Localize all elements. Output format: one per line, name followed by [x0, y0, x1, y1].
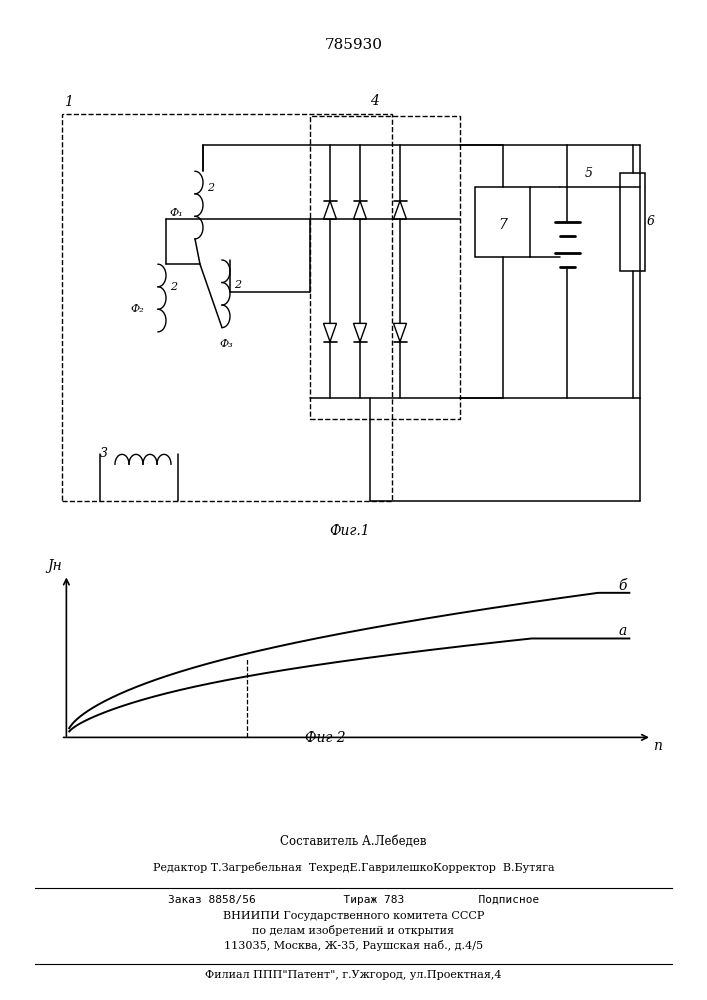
Text: Составитель А.Лебедев: Составитель А.Лебедев — [280, 835, 427, 848]
Text: n: n — [653, 739, 662, 753]
Text: 113035, Москва, Ж-35, Раушская наб., д.4/5: 113035, Москва, Ж-35, Раушская наб., д.4… — [224, 940, 483, 951]
Text: 2: 2 — [234, 280, 241, 290]
Text: Фиг.1: Фиг.1 — [329, 524, 370, 538]
Text: б: б — [618, 579, 626, 593]
Text: a: a — [618, 624, 626, 638]
Polygon shape — [394, 323, 407, 342]
Bar — [310, 116, 460, 419]
Polygon shape — [354, 201, 366, 219]
Text: 2: 2 — [207, 183, 214, 193]
Polygon shape — [394, 201, 407, 219]
Text: 2: 2 — [170, 282, 177, 292]
Bar — [62, 114, 392, 501]
Text: Фиг 2: Фиг 2 — [305, 731, 346, 745]
Polygon shape — [354, 323, 366, 342]
Text: 6: 6 — [647, 215, 655, 228]
Text: по делам изобретений и открытия: по делам изобретений и открытия — [252, 925, 455, 936]
Text: Филиал ППП"Патент", г.Ужгород, ул.Проектная,4: Филиал ППП"Патент", г.Ужгород, ул.Проект… — [205, 970, 502, 980]
Text: Редактор Т.Загребельная  ТехредЕ.ГаврилешкоКорректор  В.Бутяга: Редактор Т.Загребельная ТехредЕ.Гаврилеш… — [153, 862, 554, 873]
Text: ВНИИПИ Государственного комитета СССР: ВНИИПИ Государственного комитета СССР — [223, 911, 484, 921]
Text: Ф₃: Ф₃ — [219, 339, 233, 349]
Text: Ф₂: Ф₂ — [130, 304, 144, 314]
Bar — [620, 173, 645, 271]
Text: 4: 4 — [370, 94, 379, 108]
Text: 3: 3 — [100, 447, 108, 460]
Text: 785930: 785930 — [325, 38, 382, 52]
Text: 7: 7 — [498, 218, 507, 232]
Polygon shape — [324, 323, 337, 342]
Polygon shape — [324, 201, 337, 219]
Text: Заказ 8858/56             Тираж 783           Подписное: Заказ 8858/56 Тираж 783 Подписное — [168, 895, 539, 905]
Text: 5: 5 — [585, 167, 593, 180]
Text: Јн: Јн — [48, 559, 62, 573]
Bar — [475, 187, 530, 257]
Text: 1: 1 — [64, 95, 73, 109]
Text: Ф₁: Ф₁ — [169, 208, 182, 218]
